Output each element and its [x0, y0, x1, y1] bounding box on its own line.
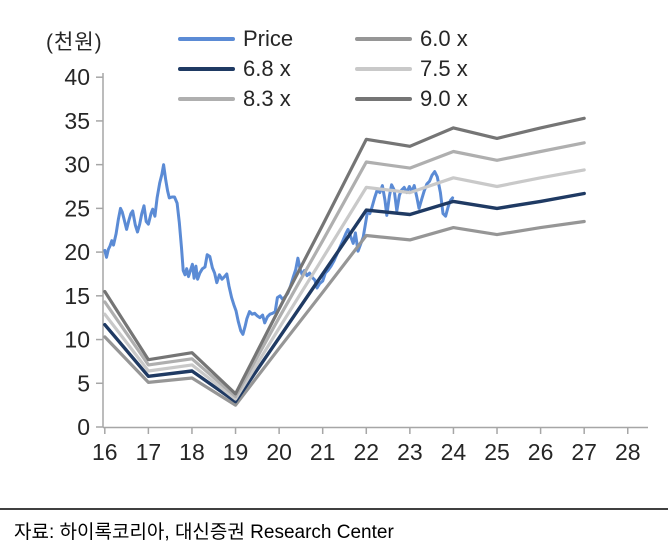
- series-line-6-8-x: [103, 191, 586, 404]
- legend-swatch: [178, 37, 235, 41]
- series-line-6-0-x: [103, 219, 586, 407]
- footer-divider: [0, 508, 668, 510]
- y-tick-label: 10: [64, 327, 90, 353]
- x-tick-label: 20: [266, 439, 292, 465]
- y-tick-label: 20: [64, 239, 90, 265]
- y-axis-unit-label: (천원): [46, 31, 103, 54]
- legend-label: 8.3 x: [243, 86, 291, 111]
- x-tick-label: 17: [136, 439, 162, 465]
- legend-label: 7.5 x: [420, 56, 468, 81]
- x-tick-label: 24: [441, 439, 467, 465]
- x-tick-label: 25: [484, 439, 510, 465]
- legend-item-6-0-x: 6.0 x: [355, 24, 468, 54]
- x-tick-label: 28: [615, 439, 641, 465]
- x-tick-label: 21: [310, 439, 336, 465]
- legend-column-1: Price 6.8 x 8.3 x: [178, 24, 293, 114]
- series-line-7-5-x: [103, 168, 586, 401]
- series-line-8-3-x: [103, 141, 586, 398]
- x-tick-label: 27: [571, 439, 597, 465]
- x-tick-label: 26: [528, 439, 554, 465]
- legend-item-6-8-x: 6.8 x: [178, 54, 293, 84]
- legend-item-8-3-x: 8.3 x: [178, 84, 293, 114]
- source-note: 자료: 하이록코리아, 대신증권 Research Center: [14, 522, 394, 543]
- legend-label: 6.0 x: [420, 26, 468, 51]
- y-tick-label: 15: [64, 283, 90, 309]
- legend-label: 6.8 x: [243, 56, 291, 81]
- x-tick-label: 18: [179, 439, 205, 465]
- legend-column-2: 6.0 x 7.5 x 9.0 x: [355, 24, 468, 114]
- series-line-9-0-x: [103, 116, 586, 396]
- legend-item-9-0-x: 9.0 x: [355, 84, 468, 114]
- legend-swatch: [178, 97, 235, 101]
- y-tick-label: 5: [77, 370, 90, 396]
- legend-label: Price: [243, 26, 294, 51]
- y-tick-label: 30: [64, 152, 90, 178]
- legend-label: 9.0 x: [420, 86, 468, 111]
- y-tick-label: 25: [64, 195, 90, 221]
- legend-swatch: [178, 67, 235, 71]
- y-tick-label: 35: [64, 108, 90, 134]
- x-tick-label: 23: [397, 439, 423, 465]
- legend-swatch: [355, 37, 412, 41]
- chart-canvas: 0 5 10 15 20 25 30 35 40 16 17 18 19 20 21 22 23 24 25 26 27…: [64, 64, 648, 465]
- x-tick-label: 19: [223, 439, 249, 465]
- legend-item-7-5-x: 7.5 x: [355, 54, 468, 84]
- legend-item-price: Price: [178, 24, 293, 54]
- x-tick-label: 22: [353, 439, 379, 465]
- x-tick-label: 16: [92, 439, 118, 465]
- legend-swatch: [355, 97, 412, 101]
- y-tick-label: 40: [64, 64, 90, 90]
- legend-swatch: [355, 67, 412, 71]
- y-tick-label: 0: [77, 414, 90, 440]
